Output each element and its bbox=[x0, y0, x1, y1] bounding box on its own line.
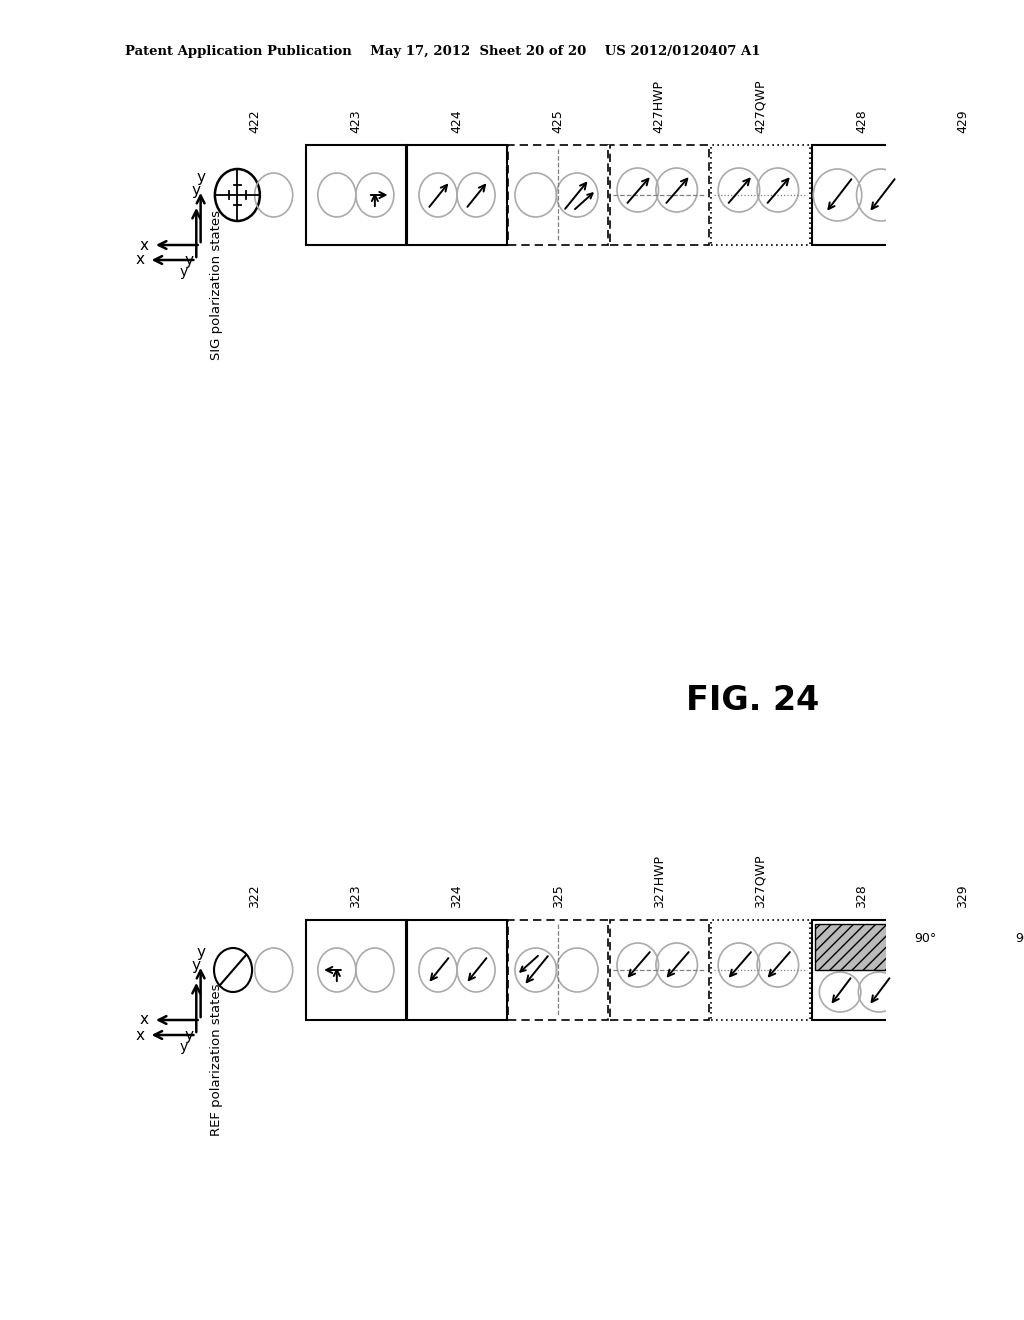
Bar bbox=[812, 145, 911, 246]
Text: 90°: 90° bbox=[914, 932, 936, 945]
Bar bbox=[408, 920, 507, 1020]
Text: 328: 328 bbox=[855, 884, 868, 908]
Text: y: y bbox=[191, 958, 201, 973]
Bar bbox=[913, 145, 1013, 246]
Bar bbox=[408, 145, 507, 246]
Text: 329: 329 bbox=[956, 884, 970, 908]
Text: y: y bbox=[184, 253, 194, 268]
Text: x: x bbox=[139, 238, 148, 252]
Text: y: y bbox=[191, 183, 201, 198]
Text: x: x bbox=[139, 1012, 148, 1027]
Text: y: y bbox=[179, 1040, 187, 1053]
Text: 427QWP: 427QWP bbox=[754, 79, 767, 133]
Text: 324: 324 bbox=[451, 884, 464, 908]
Text: x: x bbox=[135, 252, 144, 268]
Text: 429: 429 bbox=[956, 110, 970, 133]
Bar bbox=[711, 145, 810, 246]
Text: y: y bbox=[197, 170, 205, 185]
Text: 327HWP: 327HWP bbox=[653, 855, 666, 908]
Bar bbox=[306, 145, 406, 246]
Text: 90°: 90° bbox=[1015, 932, 1024, 945]
Text: 323: 323 bbox=[349, 884, 362, 908]
Bar bbox=[609, 920, 709, 1020]
Bar bbox=[509, 145, 608, 246]
Bar bbox=[814, 924, 909, 970]
Text: 427HWP: 427HWP bbox=[653, 81, 666, 133]
Text: y: y bbox=[179, 265, 187, 279]
Text: FIG. 24: FIG. 24 bbox=[686, 684, 819, 717]
Text: SIG polarization states: SIG polarization states bbox=[210, 210, 222, 360]
Bar bbox=[609, 145, 709, 246]
Text: 424: 424 bbox=[451, 110, 464, 133]
Bar bbox=[711, 920, 810, 1020]
Bar bbox=[812, 920, 911, 1020]
Text: Patent Application Publication    May 17, 2012  Sheet 20 of 20    US 2012/012040: Patent Application Publication May 17, 2… bbox=[125, 45, 761, 58]
Bar bbox=[913, 920, 1013, 1020]
Bar bbox=[306, 920, 406, 1020]
Text: 327QWP: 327QWP bbox=[754, 854, 767, 908]
Text: 322: 322 bbox=[248, 884, 261, 908]
Text: 428: 428 bbox=[855, 110, 868, 133]
Bar bbox=[915, 924, 1010, 970]
Bar bbox=[509, 920, 608, 1020]
Text: x: x bbox=[135, 1027, 144, 1043]
Text: 422: 422 bbox=[248, 110, 261, 133]
Text: y: y bbox=[197, 945, 205, 960]
Text: 425: 425 bbox=[552, 110, 564, 133]
Text: 325: 325 bbox=[552, 884, 564, 908]
Text: 423: 423 bbox=[349, 110, 362, 133]
Text: REF polarization states: REF polarization states bbox=[210, 983, 222, 1137]
Text: y: y bbox=[184, 1028, 194, 1043]
